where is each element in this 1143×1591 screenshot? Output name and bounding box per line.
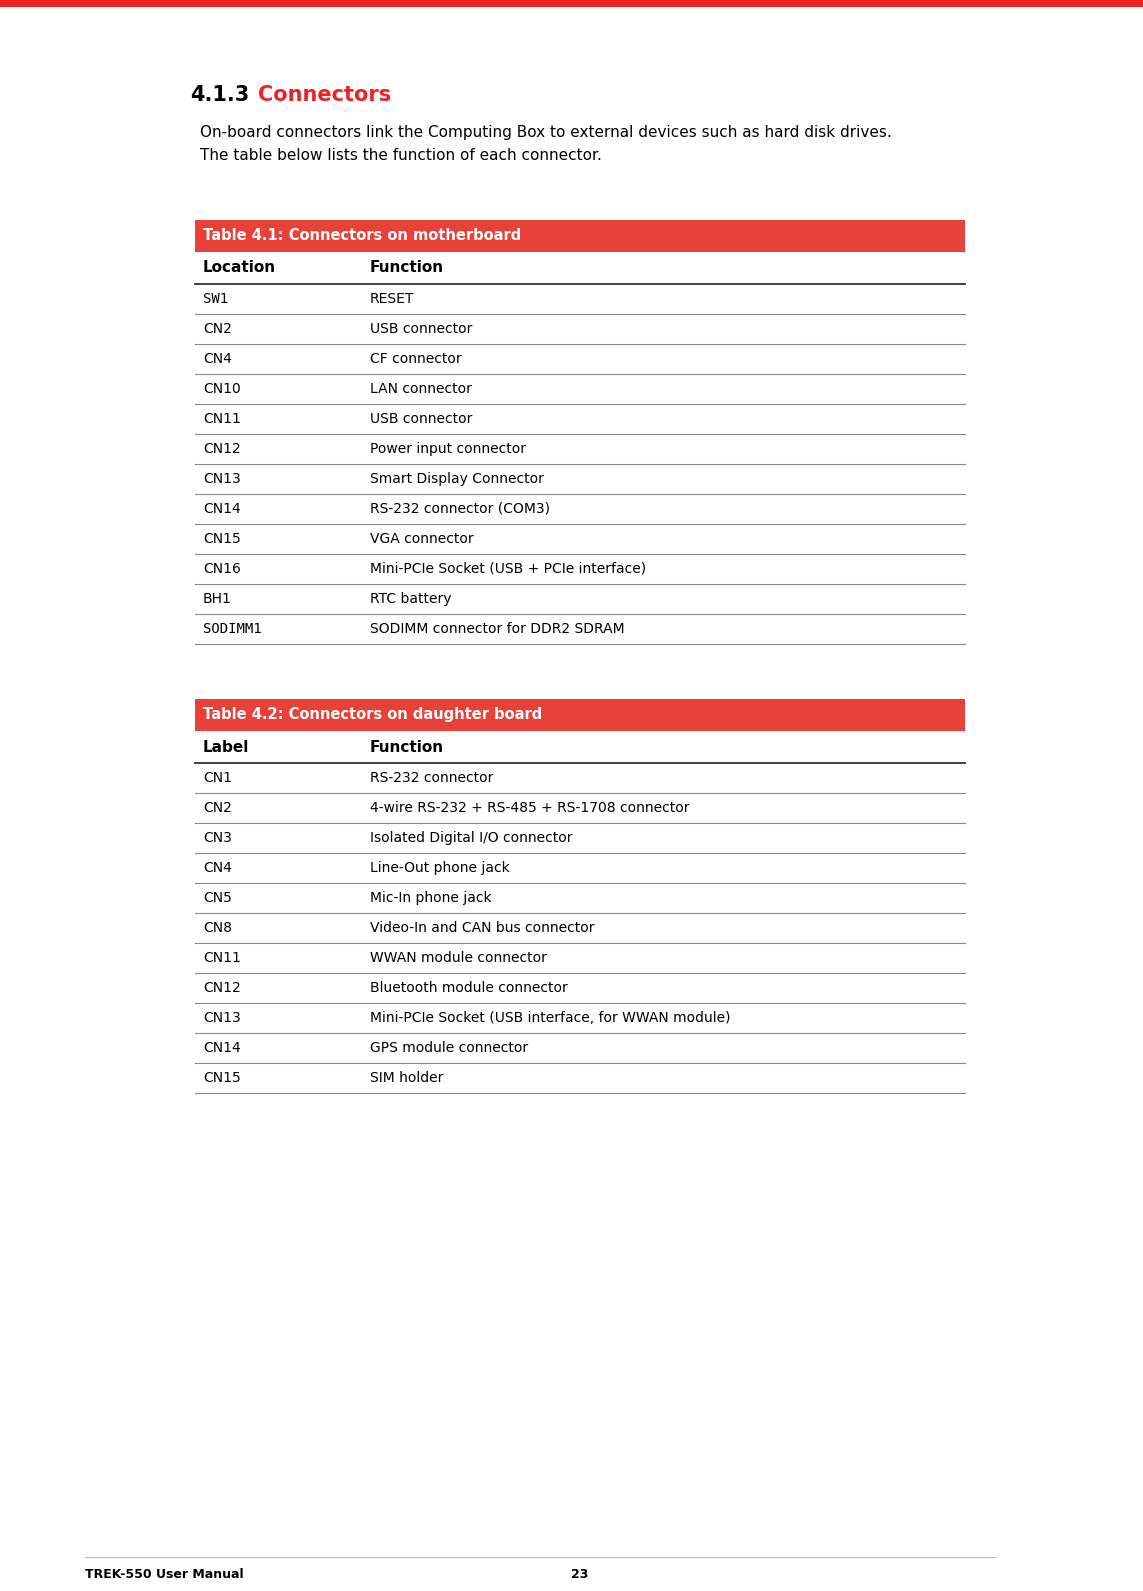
Text: 4-wire RS-232 + RS-485 + RS-1708 connector: 4-wire RS-232 + RS-485 + RS-1708 connect… [370,800,689,815]
Text: Function: Function [370,740,445,754]
Text: USB connector: USB connector [370,412,472,426]
Text: GPS module connector: GPS module connector [370,1041,528,1055]
Text: Label: Label [203,740,249,754]
Bar [0,0,1143,6]
Text: Function: Function [370,261,445,275]
Bar [195,698,965,730]
Text: Bluetooth module connector: Bluetooth module connector [370,982,568,994]
Text: CN16: CN16 [203,562,241,576]
Text: Smart Display Connector: Smart Display Connector [370,473,544,485]
Text: CN11: CN11 [203,951,241,966]
Text: RS-232 connector: RS-232 connector [370,772,494,784]
Text: 23: 23 [572,1569,589,1581]
Text: TREK-550 User Manual: TREK-550 User Manual [85,1569,243,1581]
Text: Location: Location [203,261,277,275]
Text: SIM holder: SIM holder [370,1071,443,1085]
Text: CN13: CN13 [203,473,241,485]
Text: CN14: CN14 [203,503,241,515]
Text: Mini-PCIe Socket (USB + PCIe interface): Mini-PCIe Socket (USB + PCIe interface) [370,562,646,576]
Text: CN5: CN5 [203,891,232,905]
Text: CN10: CN10 [203,382,241,396]
Text: Connectors: Connectors [258,84,391,105]
Text: CN13: CN13 [203,1010,241,1025]
Text: BH1: BH1 [203,592,232,606]
Text: Line-Out phone jack: Line-Out phone jack [370,861,510,875]
Text: Power input connector: Power input connector [370,442,526,457]
Text: RESET: RESET [370,293,415,305]
Text: Table 4.1: Connectors on motherboard: Table 4.1: Connectors on motherboard [203,229,521,243]
Text: 4.1.3: 4.1.3 [190,84,249,105]
Text: CN8: CN8 [203,921,232,936]
Text: WWAN module connector: WWAN module connector [370,951,546,966]
Text: CN4: CN4 [203,352,232,366]
Text: SW1: SW1 [203,293,229,305]
Text: On-board connectors link the Computing Box to external devices such as hard disk: On-board connectors link the Computing B… [200,126,892,140]
Text: SODIMM1: SODIMM1 [203,622,262,636]
Text: CN14: CN14 [203,1041,241,1055]
Text: CN3: CN3 [203,831,232,845]
Text: CN15: CN15 [203,1071,241,1085]
Text: CN4: CN4 [203,861,232,875]
Text: SODIMM connector for DDR2 SDRAM: SODIMM connector for DDR2 SDRAM [370,622,624,636]
Text: CN15: CN15 [203,531,241,546]
Bar [195,220,965,251]
Text: CN11: CN11 [203,412,241,426]
Text: RTC battery: RTC battery [370,592,451,606]
Text: CN2: CN2 [203,800,232,815]
Text: The table below lists the function of each connector.: The table below lists the function of ea… [200,148,602,162]
Text: Mic-In phone jack: Mic-In phone jack [370,891,491,905]
Text: CN12: CN12 [203,982,241,994]
Text: LAN connector: LAN connector [370,382,472,396]
Text: RS-232 connector (COM3): RS-232 connector (COM3) [370,503,550,515]
Text: Mini-PCIe Socket (USB interface, for WWAN module): Mini-PCIe Socket (USB interface, for WWA… [370,1010,730,1025]
Text: Video-In and CAN bus connector: Video-In and CAN bus connector [370,921,594,936]
Text: USB connector: USB connector [370,321,472,336]
Text: CN2: CN2 [203,321,232,336]
Text: Table 4.2: Connectors on daughter board: Table 4.2: Connectors on daughter board [203,708,542,722]
Text: CN12: CN12 [203,442,241,457]
Text: Isolated Digital I/O connector: Isolated Digital I/O connector [370,831,573,845]
Text: CF connector: CF connector [370,352,462,366]
Text: VGA connector: VGA connector [370,531,473,546]
Text: CN1: CN1 [203,772,232,784]
